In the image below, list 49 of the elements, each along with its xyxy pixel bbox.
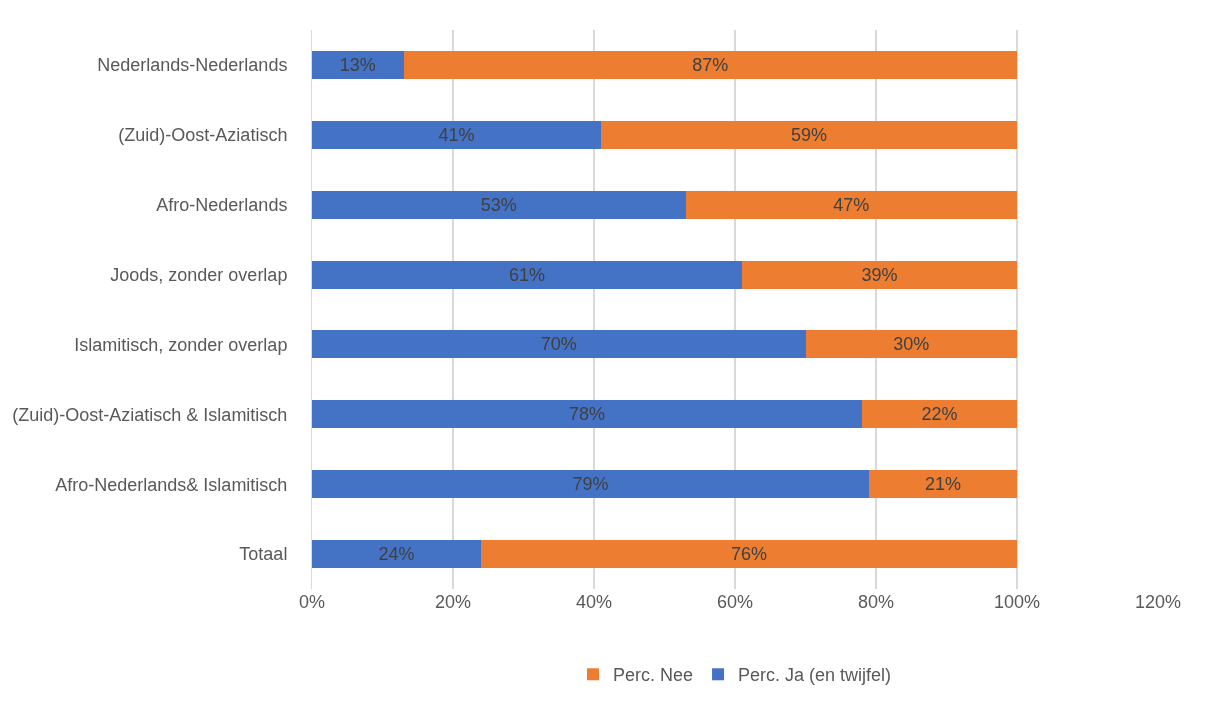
bar xyxy=(312,330,806,359)
data-label: 53% xyxy=(480,194,517,215)
data-label: 79% xyxy=(572,474,609,495)
bar xyxy=(312,540,482,569)
bar xyxy=(312,400,862,429)
y-tick-label: Totaal xyxy=(239,544,288,565)
data-label: 22% xyxy=(921,404,958,425)
bar xyxy=(685,190,1017,219)
x-tick-label: 60% xyxy=(716,592,754,612)
x-tick-label: 20% xyxy=(434,592,472,612)
bar xyxy=(868,470,1017,499)
bar xyxy=(861,400,1017,429)
data-label: 61% xyxy=(509,264,546,285)
bar xyxy=(312,50,404,79)
y-tick-label: Afro-Nederlands& Islamitisch xyxy=(55,474,288,495)
bar xyxy=(805,330,1017,359)
data-label: 24% xyxy=(378,544,415,565)
data-label: 59% xyxy=(791,124,828,145)
x-tick-label: 120% xyxy=(1134,592,1182,612)
x-tick-label: 0% xyxy=(298,592,326,612)
bar xyxy=(601,120,1017,149)
data-label: 78% xyxy=(568,404,605,425)
data-label: 21% xyxy=(924,474,961,495)
y-tick-label: (Zuid)-Oost-Aziatisch & Islamitisch xyxy=(12,404,288,425)
y-tick-label: Nederlands-Nederlands xyxy=(97,55,288,76)
data-label: 41% xyxy=(438,124,475,145)
y-tick-label: Joods, zonder overlap xyxy=(110,264,288,285)
data-label: 47% xyxy=(833,194,870,215)
bar xyxy=(742,260,1017,289)
data-label: 30% xyxy=(893,334,930,355)
x-tick-label: 80% xyxy=(857,592,895,612)
data-label: 39% xyxy=(861,264,898,285)
data-label: 76% xyxy=(731,544,768,565)
bar xyxy=(312,260,743,289)
data-label: 13% xyxy=(339,54,376,75)
x-tick-label: 100% xyxy=(993,592,1041,612)
legend-label: Perc. Ja (en twijfel) xyxy=(738,665,892,686)
bar xyxy=(312,470,869,499)
data-label: 87% xyxy=(692,54,729,75)
data-label: 70% xyxy=(540,334,577,355)
legend-label: Perc. Nee xyxy=(613,665,694,686)
bar xyxy=(481,540,1017,569)
bar xyxy=(312,120,602,149)
y-tick-label: Islamitisch, zonder overlap xyxy=(74,334,288,355)
x-tick-label: 40% xyxy=(575,592,613,612)
y-tick-label: Afro-Nederlands xyxy=(156,194,288,215)
bar xyxy=(312,190,686,219)
y-tick-label: (Zuid)-Oost-Aziatisch xyxy=(118,125,288,146)
bar xyxy=(403,50,1017,79)
